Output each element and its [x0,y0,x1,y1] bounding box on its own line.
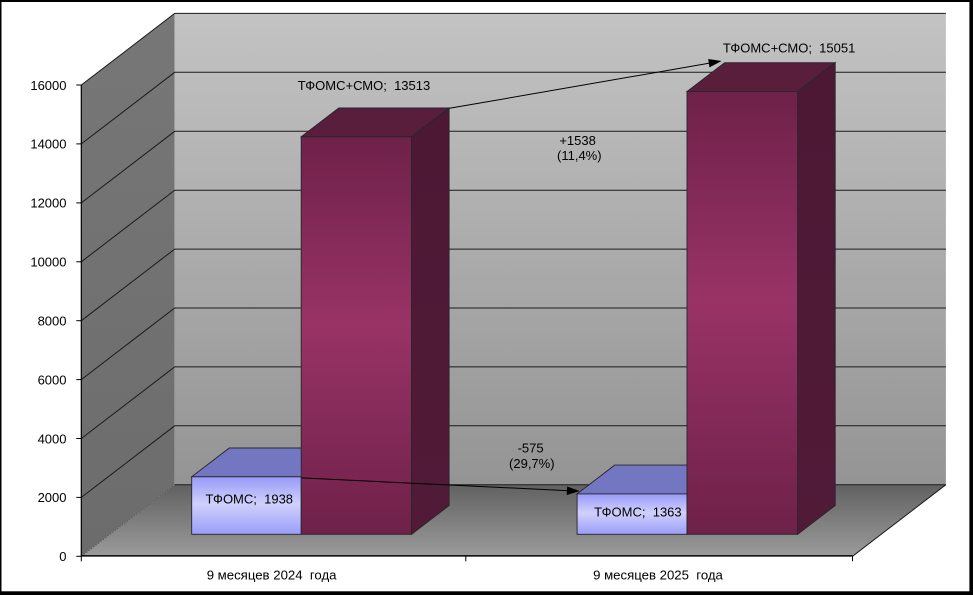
svg-text:ТФОМС+СМО; 13513: ТФОМС+СМО; 13513 [298,78,430,93]
svg-text:+1538: +1538 [559,133,596,148]
svg-text:4000: 4000 [38,431,67,446]
svg-text:16000: 16000 [30,78,66,93]
svg-text:6000: 6000 [38,372,67,387]
svg-text:0: 0 [59,549,66,564]
svg-text:ТФОМС; 1938: ТФОМС; 1938 [206,491,293,506]
svg-text:12000: 12000 [30,196,66,211]
svg-text:ТФОМС+СМО; 15051: ТФОМС+СМО; 15051 [723,40,855,55]
svg-text:8000: 8000 [38,314,67,329]
svg-text:10000: 10000 [30,255,66,270]
svg-text:(11,4%): (11,4%) [557,148,602,163]
svg-text:14000: 14000 [30,137,66,152]
svg-text:ТФОМС; 1363: ТФОМС; 1363 [594,505,681,520]
svg-text:(29,7%): (29,7%) [509,456,555,471]
svg-text:9 месяцев 2024 года: 9 месяцев 2024 года [207,568,337,583]
svg-text:9 месяцев 2025 года: 9 месяцев 2025 года [593,568,723,583]
svg-text:-575: -575 [518,440,544,455]
svg-text:2000: 2000 [38,490,67,505]
